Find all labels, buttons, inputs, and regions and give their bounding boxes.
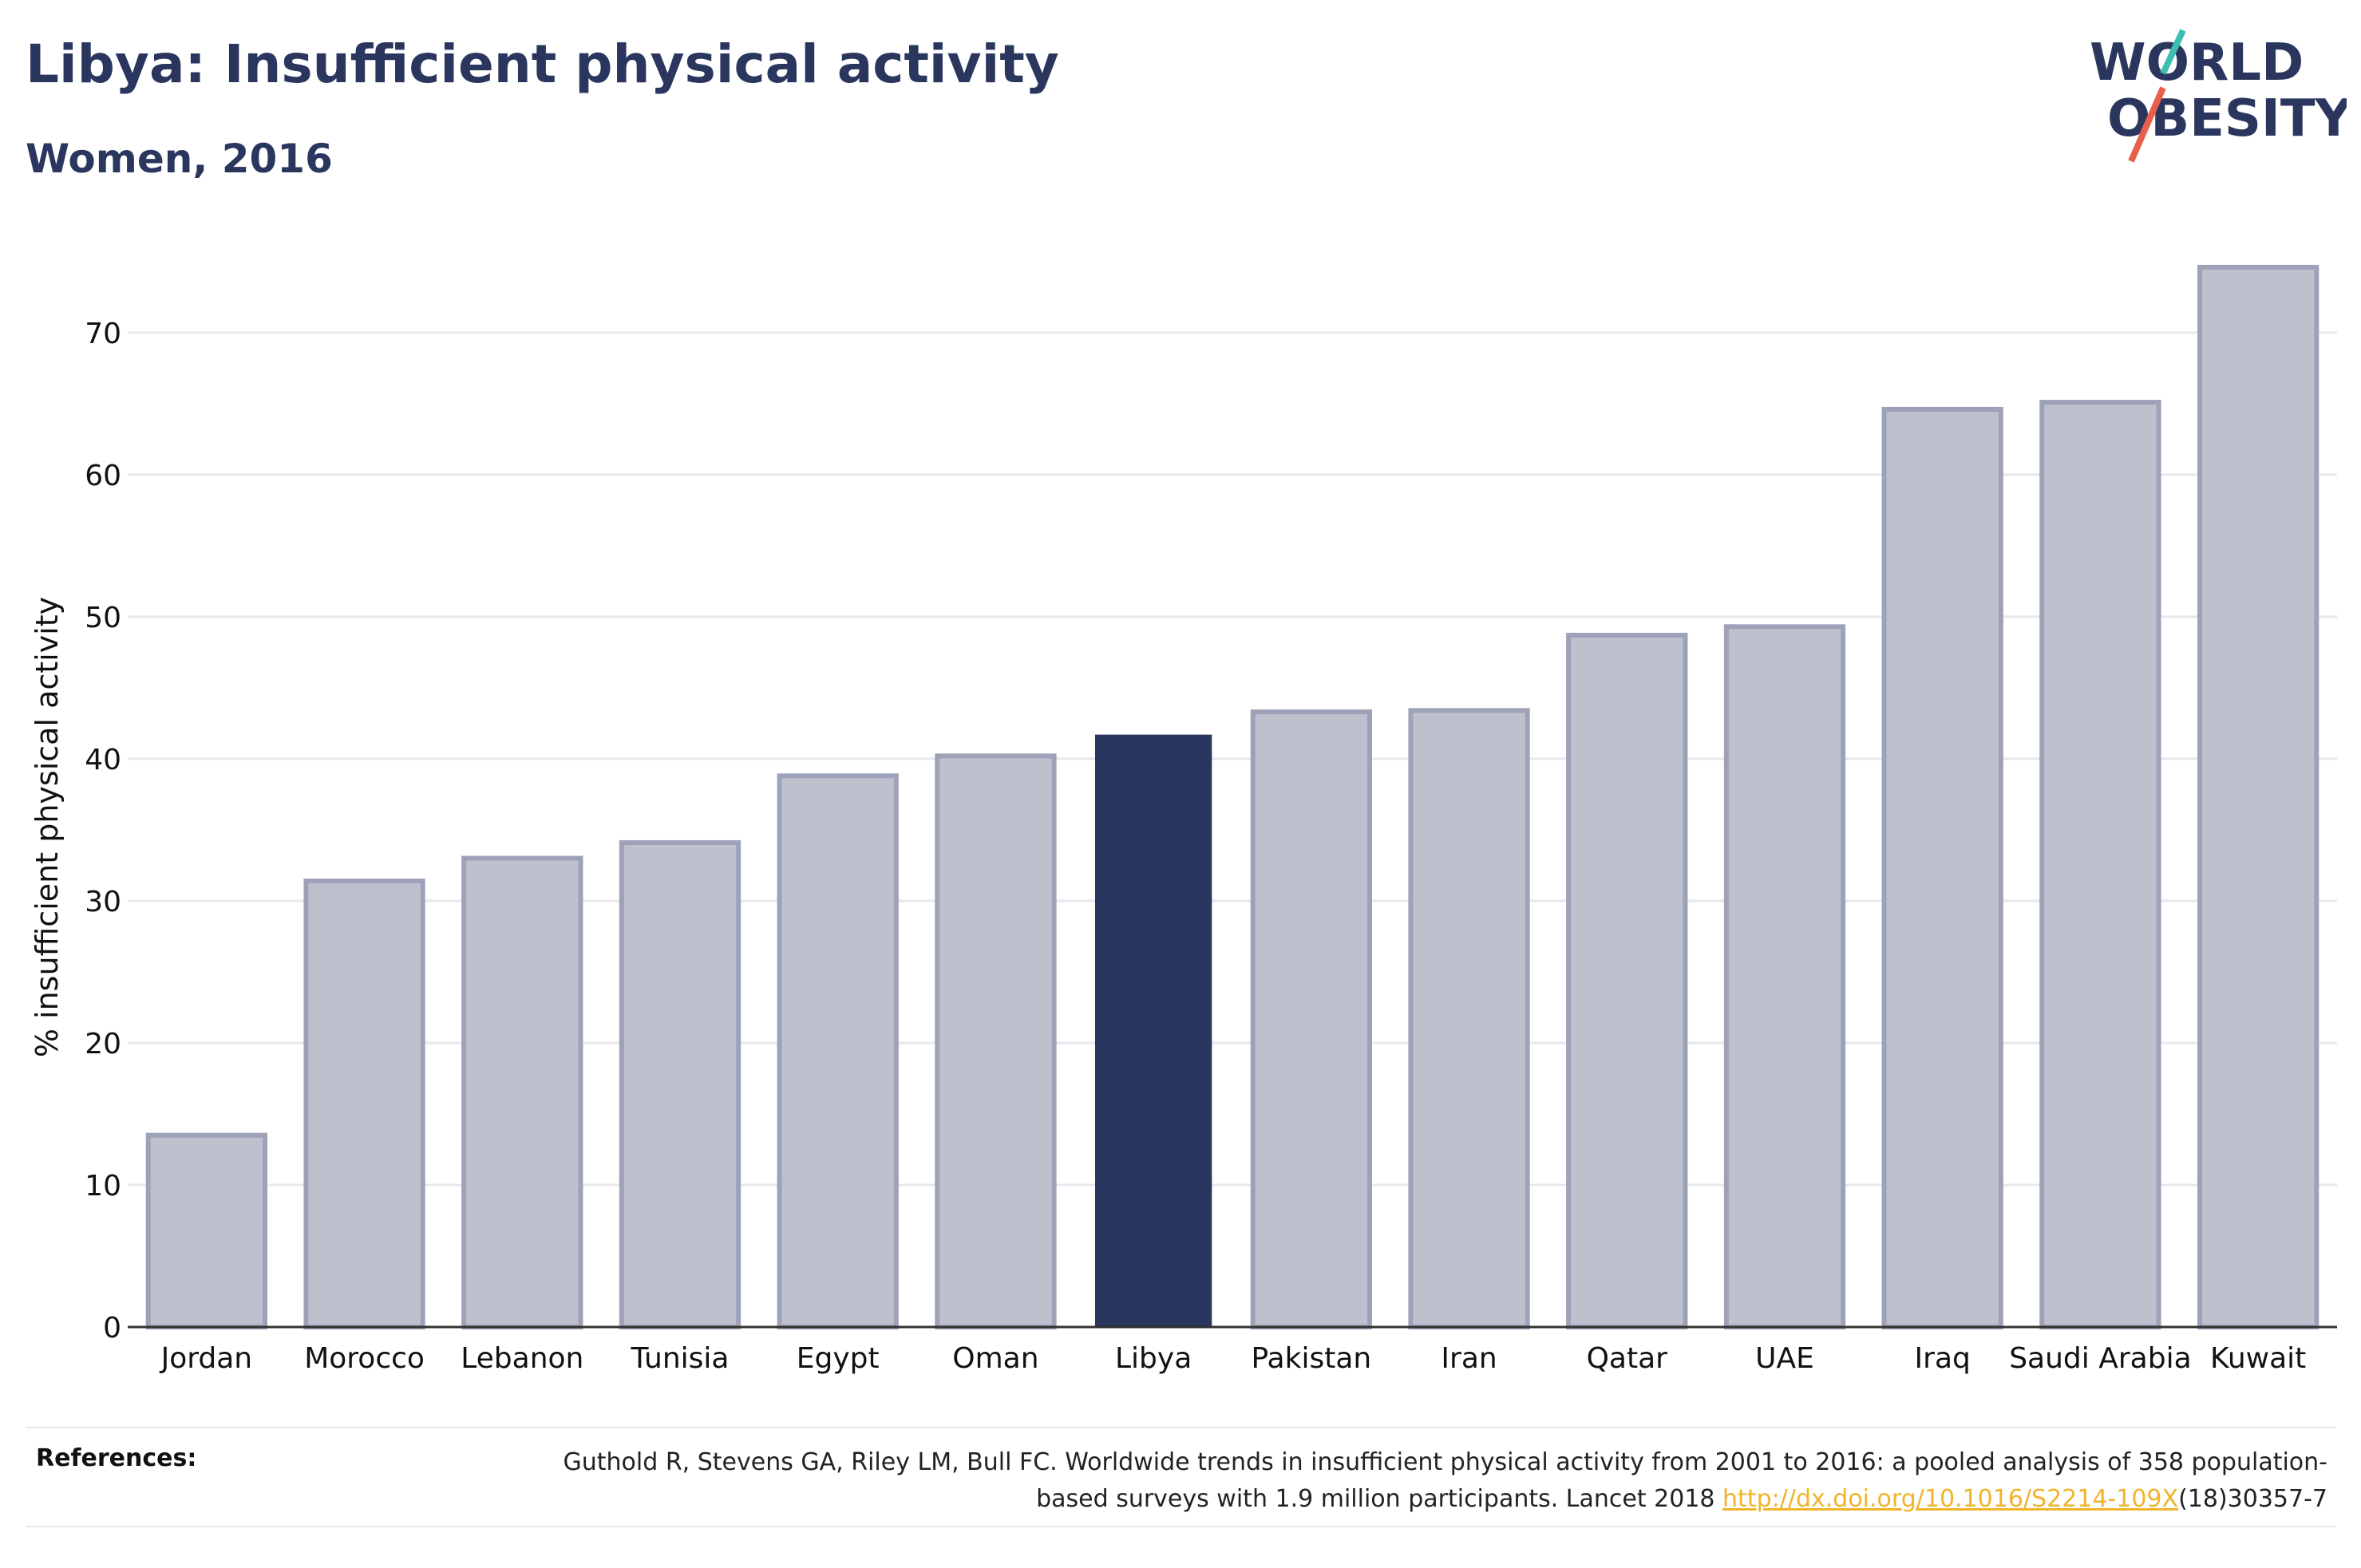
y-tick-label: 10 [85, 1170, 121, 1203]
x-tick-label: Egypt [797, 1342, 880, 1375]
bar-iran[interactable] [1408, 708, 1530, 1329]
x-tick-label: Morocco [304, 1342, 425, 1375]
bar-morocco[interactable] [303, 878, 425, 1329]
y-axis-ticks: 0 10 20 30 40 50 60 70 [85, 318, 121, 1345]
bar-pakistan[interactable] [1250, 709, 1373, 1329]
references-text: Guthold R, Stevens GA, Riley LM, Bull FC… [492, 1444, 2327, 1518]
y-tick-label: 40 [85, 744, 121, 776]
bar-tunisia[interactable] [619, 839, 742, 1330]
x-tick-label: Oman [952, 1342, 1038, 1375]
references-label: References: [36, 1444, 197, 1472]
x-tick-label: Libya [1115, 1342, 1192, 1375]
y-tick-label: 0 [103, 1312, 121, 1345]
bar-qatar[interactable] [1566, 633, 1688, 1329]
bar-jordan[interactable] [145, 1132, 268, 1329]
bar-saudi-arabia[interactable] [2039, 400, 2161, 1329]
bar-kuwait[interactable] [2197, 264, 2319, 1329]
x-tick-label: Tunisia [631, 1342, 730, 1375]
world-obesity-logo: WORLD OBESITY [2090, 29, 2347, 163]
y-tick-label: 50 [85, 602, 121, 634]
x-tick-label: Kuwait [2210, 1342, 2306, 1375]
x-tick-label: Lebanon [461, 1342, 583, 1375]
references-bottom-divider [26, 1526, 2335, 1527]
chart-subtitle: Women, 2016 [26, 136, 333, 182]
logo-accent-coral [2128, 86, 2166, 163]
x-tick-label: Iraq [1915, 1342, 1971, 1375]
y-tick-label: 30 [85, 886, 121, 918]
y-tick-label: 60 [85, 460, 121, 492]
x-tick-label: Qatar [1587, 1342, 1668, 1375]
bar-uae[interactable] [1723, 624, 1846, 1329]
logo-line1: WORLD [2090, 34, 2304, 93]
x-tick-label: UAE [1755, 1342, 1814, 1375]
x-tick-label: Iran [1441, 1342, 1497, 1375]
grid-lines [128, 331, 2337, 1187]
bar-lebanon[interactable] [461, 855, 583, 1329]
references-top-divider [26, 1427, 2335, 1428]
bar-libya[interactable] [1094, 734, 1212, 1327]
bar-chart: 0 10 20 30 40 50 60 70 Jordan Morocco Lebanon Tuni… [30, 264, 2337, 1375]
y-tick-label: 20 [85, 1028, 121, 1060]
bar-egypt[interactable] [777, 773, 899, 1329]
x-tick-label: Pakistan [1251, 1342, 1371, 1375]
bars [145, 264, 2319, 1330]
logo-accent-teal [2160, 29, 2186, 75]
x-tick-label: Saudi Arabia [2009, 1342, 2191, 1375]
references-citation: Guthold R, Stevens GA, Riley LM, Bull FC… [563, 1448, 2327, 1513]
references-doi-link[interactable]: http://dx.doi.org/10.1016/S2214-109X [1722, 1485, 2179, 1513]
y-tick-label: 70 [85, 318, 121, 350]
x-axis-labels: Jordan Morocco Lebanon Tunisia Egypt Oman Liby… [160, 1342, 2307, 1375]
bar-oman[interactable] [935, 753, 1057, 1329]
bar-iraq[interactable] [1881, 406, 2003, 1330]
chart-title: Libya: Insufficient physical activity [26, 34, 1059, 95]
references-doi-suffix: (18)30357-7 [2178, 1485, 2327, 1513]
x-tick-label: Jordan [160, 1342, 253, 1375]
y-axis-title: % insufficient physical activity [30, 597, 65, 1057]
